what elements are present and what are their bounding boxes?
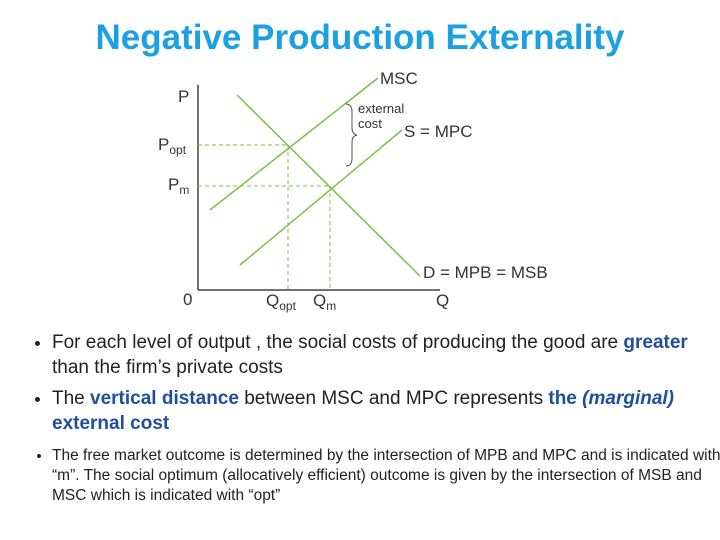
emphasis: the bbox=[548, 388, 583, 409]
text: than the firm’s private costs bbox=[52, 357, 283, 378]
label-sub: opt bbox=[169, 143, 187, 157]
p-opt-label: Popt bbox=[158, 136, 186, 156]
label-sub: m bbox=[326, 299, 337, 313]
msc-line bbox=[209, 77, 379, 211]
label-line: cost bbox=[358, 116, 382, 131]
label-main: Q bbox=[266, 291, 280, 310]
p-m-label: Pm bbox=[168, 176, 189, 196]
demand-line bbox=[236, 94, 421, 277]
q-opt-label: Qopt bbox=[266, 292, 296, 312]
q-m-label: Qm bbox=[313, 292, 336, 312]
label-main: Q bbox=[313, 291, 327, 310]
text: The free market outcome is determined by… bbox=[52, 447, 720, 504]
label-line: external bbox=[358, 101, 405, 116]
x-axis-label: Q bbox=[436, 291, 450, 310]
label-main: P bbox=[168, 175, 180, 194]
text: The bbox=[52, 388, 91, 409]
supply-label: S = MPC bbox=[404, 122, 473, 141]
bullet-list: For each level of output , the social co… bbox=[18, 330, 720, 512]
bullet: The free market outcome is determined by… bbox=[52, 446, 720, 506]
label-main: P bbox=[158, 135, 170, 154]
emphasis: (marginal) bbox=[582, 388, 675, 409]
y-axis-label: P bbox=[178, 87, 190, 106]
emphasis: vertical distance bbox=[90, 388, 239, 409]
brace bbox=[345, 103, 358, 167]
demand-label: D = MPB = MSB bbox=[423, 263, 548, 282]
emphasis: greater bbox=[623, 332, 688, 353]
emphasis: external cost bbox=[52, 413, 170, 434]
text: For each level of output , the social co… bbox=[52, 332, 624, 353]
bullet: The vertical distance between MSC and MP… bbox=[52, 386, 720, 436]
text: between MSC and MPC represents bbox=[238, 388, 549, 409]
origin-label: 0 bbox=[183, 290, 193, 309]
mpc-line bbox=[239, 129, 403, 266]
label-sub: m bbox=[179, 183, 190, 197]
msc-label: MSC bbox=[380, 69, 418, 88]
bullet: For each level of output , the social co… bbox=[52, 330, 720, 380]
label-sub: opt bbox=[279, 299, 296, 313]
external-cost-label: external cost bbox=[358, 101, 404, 131]
slide-title: Negative Production Externality bbox=[95, 18, 625, 57]
